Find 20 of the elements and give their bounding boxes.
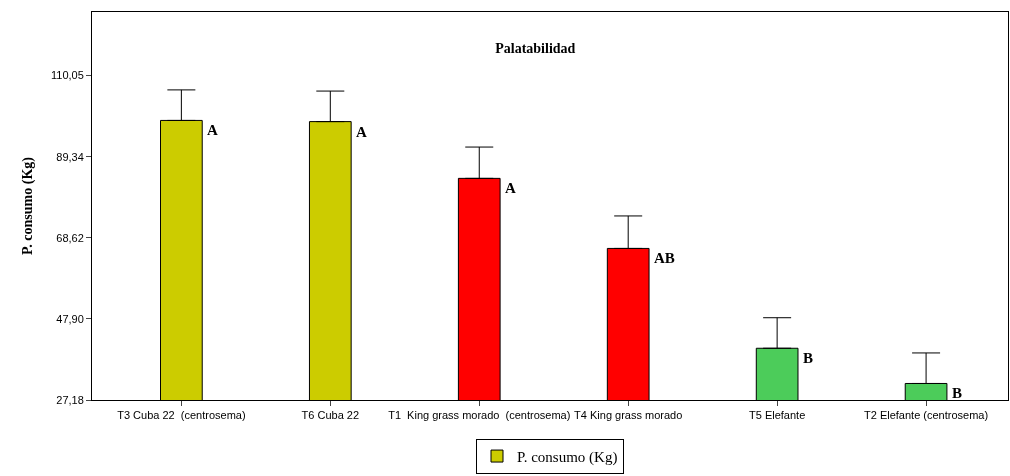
x-tick-label: T4 King grass morado bbox=[574, 409, 683, 422]
annotation: A bbox=[207, 122, 218, 138]
y-tick-label: 27,18 bbox=[56, 393, 84, 406]
y-tick-label: 110,05 bbox=[50, 69, 84, 82]
annotation: A bbox=[505, 180, 516, 196]
annotation: B bbox=[952, 385, 963, 401]
annotation: A bbox=[356, 124, 367, 140]
y-tick-label: 47,90 bbox=[56, 312, 84, 325]
text: Palatabilidad bbox=[495, 40, 576, 56]
y-tick-label: 68,62 bbox=[56, 231, 84, 244]
legend-label: P. consumo (Kg) bbox=[517, 448, 618, 466]
annotation: AB bbox=[654, 250, 675, 266]
x-tick-label: T5 Elefante bbox=[749, 409, 806, 422]
x-tick-label: T3 Cuba 22 (centrosema) bbox=[117, 409, 246, 422]
y-axis-title: P. consumo (Kg) bbox=[19, 156, 36, 255]
x-tick-label: T6 Cuba 22 bbox=[301, 409, 360, 422]
y-tick-label: 89,34 bbox=[56, 150, 84, 163]
x-tick-label: T1 King grass morado (centrosema) bbox=[388, 409, 571, 422]
annotation: B bbox=[803, 350, 814, 366]
x-tick-label: T2 Elefante (centrosema) bbox=[864, 409, 989, 422]
